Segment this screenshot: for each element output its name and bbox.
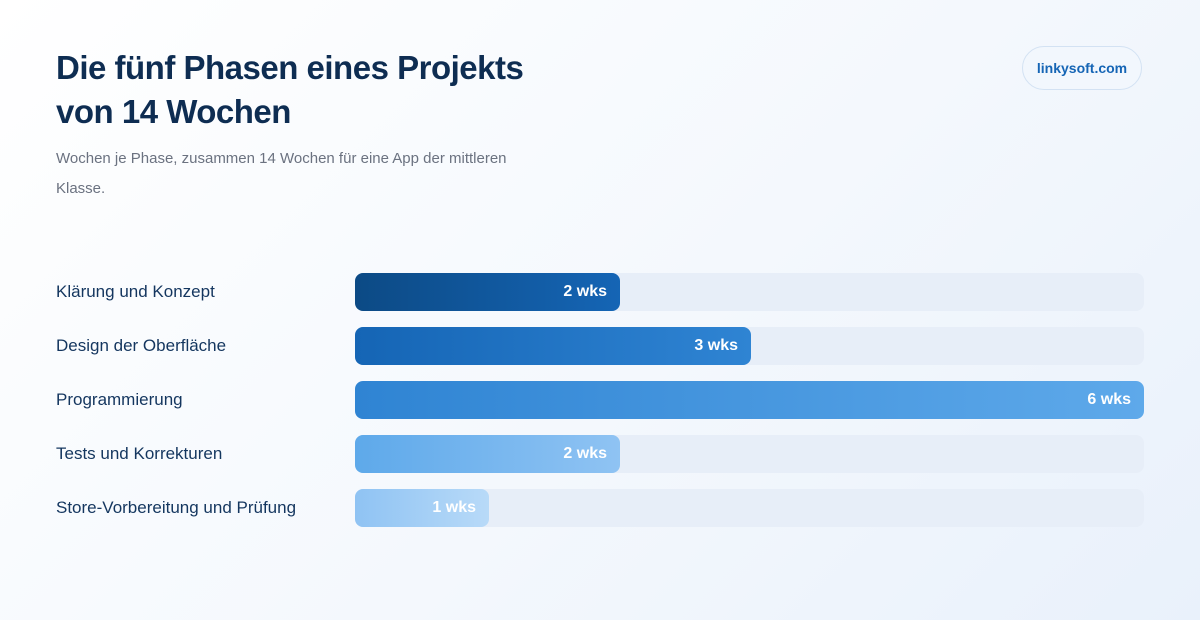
bar-track: 6 wks — [355, 381, 1144, 419]
bar-track: 1 wks — [355, 489, 1144, 527]
category-label: Design der Oberfläche — [56, 336, 227, 355]
bar-value-label: 3 wks — [694, 337, 738, 354]
brand-badge[interactable]: linkysoft.com — [1022, 46, 1142, 90]
category-label: Tests und Korrekturen — [56, 444, 223, 463]
bar-value-label: 2 wks — [563, 283, 607, 300]
bar[interactable]: 2 wks — [355, 273, 620, 311]
bar-track: 2 wks — [355, 273, 1144, 311]
category-label: Programmierung — [56, 390, 183, 409]
bar-track: 3 wks — [355, 327, 1144, 365]
bar-track: 2 wks — [355, 435, 1144, 473]
bar[interactable]: 1 wks — [355, 489, 489, 527]
bar-value-label: 2 wks — [563, 445, 607, 462]
category-label: Store-Vorbereitung und Prüfung — [56, 498, 297, 517]
chart-title: Die fünf Phasen eines Projekts von 14 Wo… — [56, 49, 524, 130]
chart-subtitle: Wochen je Phase, zusammen 14 Wochen für … — [56, 150, 507, 197]
category-label: Klärung und Konzept — [56, 282, 215, 301]
bar[interactable]: 2 wks — [355, 435, 620, 473]
bar[interactable]: 3 wks — [355, 327, 751, 365]
bar-value-label: 1 wks — [432, 499, 476, 516]
bar-value-label: 6 wks — [1087, 391, 1131, 408]
bar[interactable]: 6 wks — [355, 381, 1144, 419]
